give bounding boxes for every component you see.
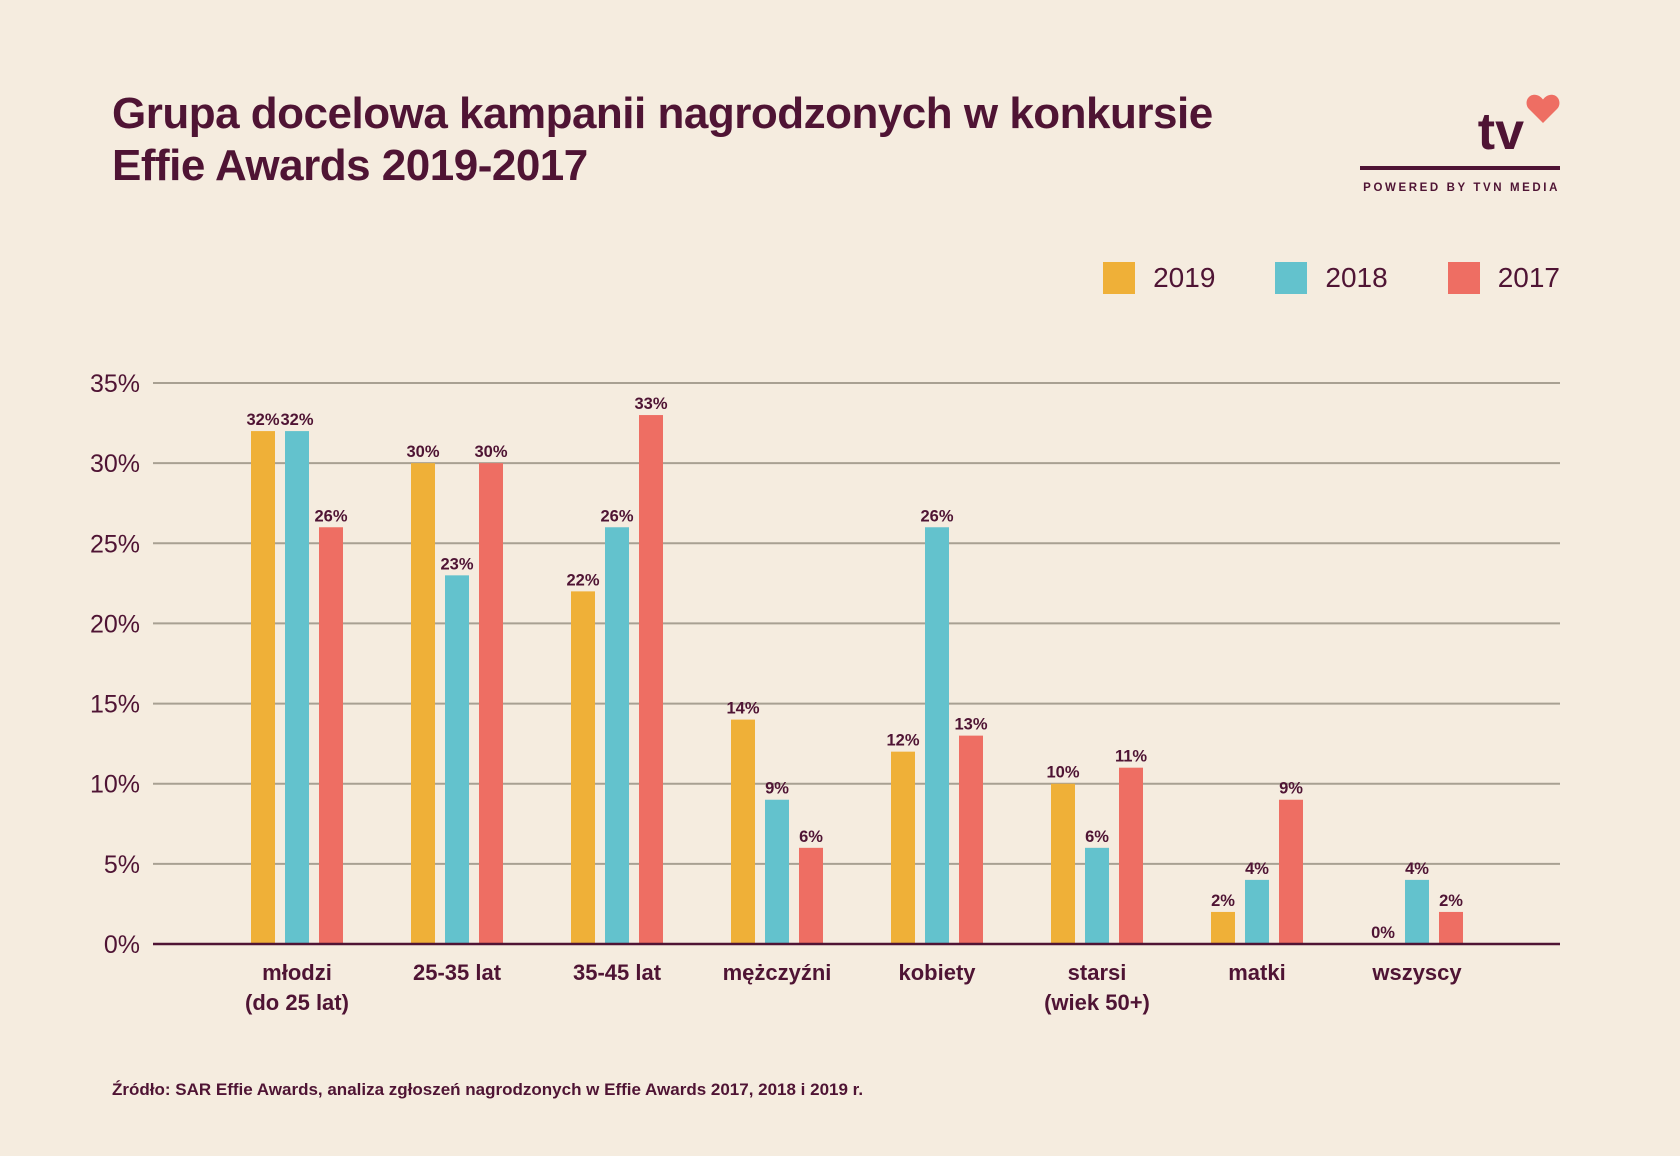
data-label: 11% (1115, 748, 1147, 766)
legend-item-2019: 2019 (1103, 262, 1215, 294)
y-tick-label: 5% (104, 851, 140, 879)
data-label: 30% (406, 443, 439, 461)
bar (1119, 767, 1143, 944)
data-label: 26% (314, 507, 347, 525)
legend-label-2017: 2017 (1497, 262, 1560, 293)
bar (1245, 879, 1269, 944)
bar (1439, 911, 1463, 944)
data-label: 9% (1279, 780, 1303, 798)
data-label: 9% (765, 780, 789, 798)
x-tick-label: starsi (1068, 960, 1127, 985)
legend-item-2018: 2018 (1275, 262, 1388, 294)
data-label: 14% (726, 700, 759, 718)
data-label: 26% (920, 507, 953, 525)
brand-powered-by: POWERED BY TVN MEDIA (1363, 182, 1560, 194)
bar (319, 527, 343, 944)
brand-logo-text: tv (1477, 103, 1524, 161)
legend-item-2017: 2017 (1447, 262, 1560, 294)
y-tick-label: 30% (90, 450, 140, 478)
y-tick-label: 35% (90, 370, 140, 398)
data-label: 23% (440, 555, 473, 573)
bar (605, 527, 629, 944)
brand-divider (1360, 166, 1560, 170)
bar (891, 751, 915, 944)
bar (1211, 911, 1235, 944)
y-tick-label: 10% (90, 771, 140, 799)
x-tick-label: kobiety (898, 960, 976, 985)
x-tick-label: mężczyźni (723, 960, 832, 985)
y-tick-label: 20% (90, 610, 140, 638)
y-tick-label: 0% (104, 931, 140, 959)
bar (731, 719, 755, 944)
bar (1085, 847, 1109, 944)
bar (1051, 783, 1075, 944)
x-tick-label: młodzi (262, 960, 332, 985)
bar (411, 463, 435, 944)
data-label: 0% (1371, 924, 1395, 942)
source-note: Źródło: SAR Effie Awards, analiza zgłosz… (112, 1080, 864, 1099)
data-label: 13% (954, 716, 987, 734)
bar (925, 527, 949, 944)
title-line-2: Effie Awards 2019-2017 (112, 141, 588, 190)
brand-logo: tv POWERED BY TVN MEDIA (1360, 94, 1560, 204)
y-tick-label: 25% (90, 530, 140, 558)
legend-swatch-2018 (1275, 262, 1308, 294)
data-label: 30% (474, 443, 507, 461)
bar (1405, 879, 1429, 944)
bar-chart: 0% 5% 10% 15% 20% 25% 30% 35% 32% 32% 26% młodzi (do… (90, 370, 1560, 1015)
chart-title: Grupa docelowa kampanii nagrodzonych w k… (112, 88, 1292, 192)
x-tick-label: matki (1228, 960, 1285, 985)
bar (1279, 799, 1303, 944)
data-label: 10% (1046, 764, 1079, 782)
data-label: 32% (280, 411, 313, 429)
x-tick-label: (do 25 lat) (245, 990, 349, 1015)
legend-swatch-2019 (1103, 262, 1136, 294)
data-label: 32% (246, 411, 279, 429)
bar (285, 431, 309, 945)
x-tick-label: wszyscy (1371, 960, 1462, 985)
data-label: 2% (1211, 892, 1235, 910)
bar (479, 463, 503, 944)
bar (765, 799, 789, 944)
bar (799, 847, 823, 944)
x-tick-label: (wiek 50+) (1044, 990, 1150, 1015)
data-label: 26% (600, 507, 633, 525)
legend-label-2019: 2019 (1153, 262, 1216, 293)
data-label: 4% (1245, 860, 1269, 878)
bar (445, 575, 469, 944)
legend: 2019 2018 2017 (1103, 262, 1560, 294)
legend-swatch-2017 (1447, 262, 1480, 294)
data-label: 2% (1439, 892, 1463, 910)
data-label: 12% (886, 732, 919, 750)
x-tick-label: 35-45 lat (573, 960, 662, 985)
bar (959, 735, 983, 944)
bar (639, 415, 663, 944)
bar (571, 591, 595, 944)
data-label: 4% (1405, 860, 1429, 878)
data-label: 22% (566, 571, 599, 589)
legend-label-2018: 2018 (1325, 262, 1388, 293)
x-tick-label: 25-35 lat (413, 960, 502, 985)
data-label: 6% (799, 828, 823, 846)
data-label: 33% (634, 395, 667, 413)
y-tick-label: 15% (90, 691, 140, 719)
heart-icon (1526, 94, 1560, 123)
data-label: 6% (1085, 828, 1109, 846)
title-line-1: Grupa docelowa kampanii nagrodzonych w k… (112, 89, 1213, 138)
bar (251, 431, 275, 945)
